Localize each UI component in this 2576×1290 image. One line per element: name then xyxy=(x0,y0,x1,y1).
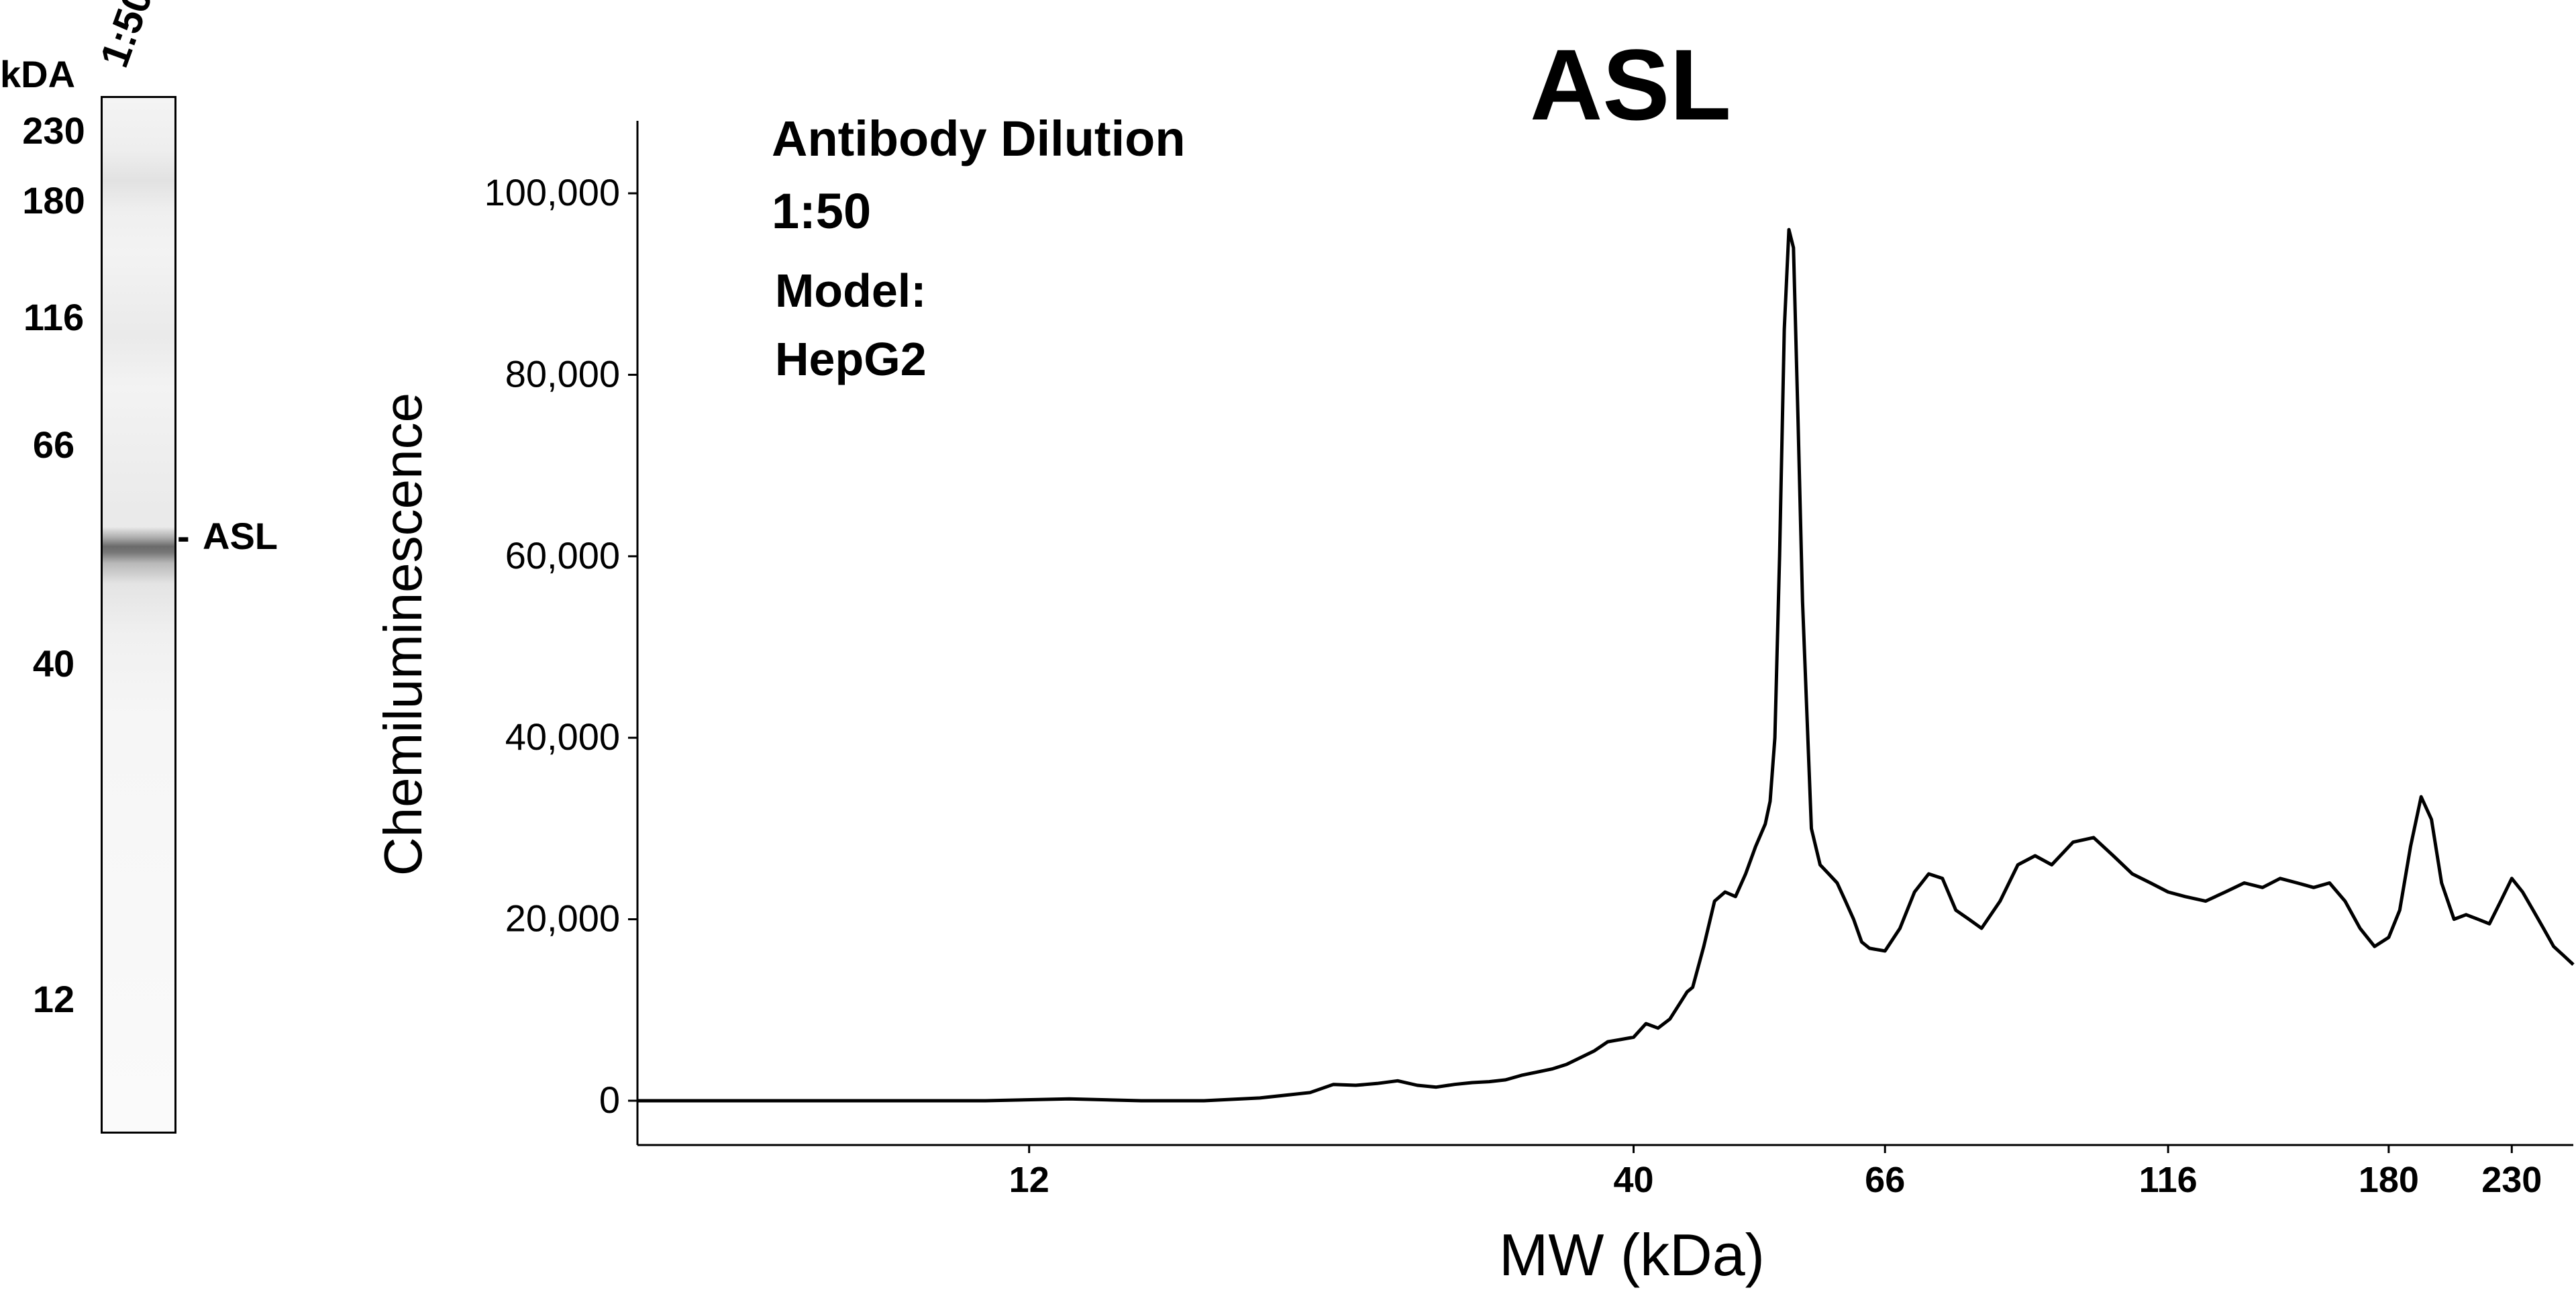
mw-marker-116: 116 xyxy=(23,296,85,338)
band-label: ASL xyxy=(203,515,278,557)
y-tick-label: 20,000 xyxy=(505,897,620,940)
gel-lane xyxy=(101,96,176,1134)
x-axis-label: MW (kDa) xyxy=(1499,1222,1765,1288)
annotation-model-heading: Model: xyxy=(775,264,927,317)
x-tick-label: 40 xyxy=(1613,1160,1653,1200)
y-tick-label: 0 xyxy=(599,1079,620,1121)
mw-marker-66: 66 xyxy=(32,424,75,466)
y-tick-label: 60,000 xyxy=(505,534,620,577)
mw-marker-40: 40 xyxy=(32,642,75,685)
y-axis-label: Chemiluminescence xyxy=(373,393,433,876)
annotation-dilution-value: 1:50 xyxy=(772,183,872,239)
x-tick-label: 116 xyxy=(2139,1160,2198,1200)
x-tick-label: 180 xyxy=(2359,1160,2419,1200)
x-tick-label: 12 xyxy=(1009,1160,1049,1200)
annotation-model-value: HepG2 xyxy=(775,333,927,385)
annotation-dilution-heading: Antibody Dilution xyxy=(772,111,1186,166)
band-marker: - xyxy=(177,515,190,557)
chart-title: ASL xyxy=(1530,28,1731,141)
x-axis: 12 40 66 116 180 230 xyxy=(637,1144,2573,1200)
mw-marker-230: 230 xyxy=(22,109,85,152)
y-tick-label: 80,000 xyxy=(505,352,620,395)
y-tick-label: 100,000 xyxy=(484,171,620,213)
x-tick-label: 66 xyxy=(1865,1160,1905,1200)
x-tick-label: 230 xyxy=(2481,1160,2542,1200)
series-line xyxy=(637,228,2575,1103)
kda-unit-label: kDA xyxy=(0,53,76,95)
y-tick-label: 40,000 xyxy=(505,715,620,758)
mw-marker-12: 12 xyxy=(32,978,75,1020)
mw-marker-180: 180 xyxy=(22,179,85,221)
y-axis: 0 20,000 40,000 60,000 80,000 100,000 xyxy=(484,121,639,1145)
